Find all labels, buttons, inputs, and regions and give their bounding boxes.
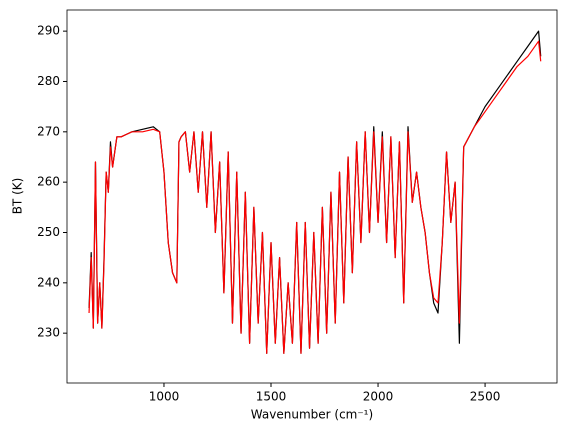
x-tick-label: 2500 [470,390,501,404]
x-tick-label: 2000 [363,390,394,404]
y-tick-label: 240 [37,275,60,289]
y-axis-label: BT (K) [11,178,25,215]
y-tick-label: 290 [37,24,60,38]
x-tick-label: 1500 [256,390,287,404]
y-tick-label: 280 [37,74,60,88]
spectrum-line [88,40,542,354]
spectrum-line [88,30,542,354]
x-tick-label: 1000 [149,390,180,404]
y-tick-label: 250 [37,225,60,239]
y-tick-label: 260 [37,175,60,189]
y-tick-label: 230 [37,326,60,340]
x-axis-label: Wavenumber (cm⁻¹) [251,408,373,422]
plot-frame [66,9,558,384]
y-tick-label: 270 [37,124,60,138]
